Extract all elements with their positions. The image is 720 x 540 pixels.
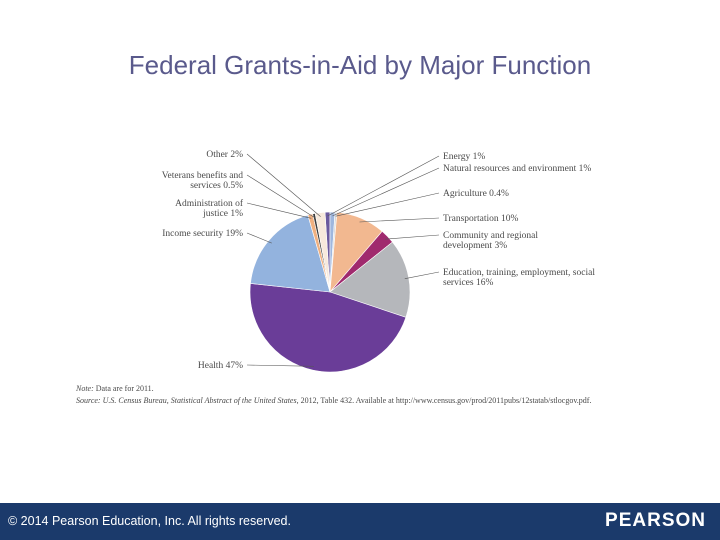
- leader-line: [246, 153, 321, 217]
- footer-bar: © 2014 Pearson Education, Inc. All right…: [0, 503, 720, 540]
- slice-label: Community and regional development 3%: [443, 231, 538, 251]
- leader-line: [404, 271, 440, 279]
- chart-note: Note: Data are for 2011.: [76, 384, 154, 393]
- slice-label: Health 47%: [198, 361, 243, 371]
- leader-line: [332, 167, 440, 217]
- pie-slice-income-security: [250, 214, 331, 293]
- slice-label: Natural resources and environment 1%: [443, 164, 591, 174]
- note-text: Data are for 2011.: [93, 384, 154, 393]
- copyright-text: © 2014 Pearson Education, Inc. All right…: [8, 514, 291, 528]
- leader-line: [246, 174, 315, 218]
- slice-label: Other 2%: [206, 150, 243, 160]
- leader-line: [384, 234, 440, 240]
- note-prefix: Note:: [76, 384, 94, 393]
- pie-slice-health: [249, 283, 407, 373]
- slice-label: Transportation 10%: [443, 214, 518, 224]
- slice-label: Energy 1%: [443, 152, 485, 162]
- chart-source: Source: U.S. Census Bureau, Statistical …: [76, 396, 591, 405]
- slice-label: Education, training, employment, social s…: [443, 268, 595, 288]
- leader-line: [246, 232, 272, 244]
- source-prefix: Source: U.S. Census Bureau,: [76, 396, 171, 405]
- leader-line: [359, 217, 440, 223]
- slice-label: Veterans benefits and services 0.5%: [162, 170, 243, 191]
- leader-line: [327, 155, 440, 217]
- slice-label: Income security 19%: [162, 229, 243, 239]
- leader-line: [246, 202, 312, 219]
- source-suffix: , 2012, Table 432. Available at http://w…: [296, 396, 592, 405]
- leader-line: [335, 192, 440, 217]
- leader-line: [246, 364, 314, 367]
- slice-label: Administration of justice 1%: [175, 198, 244, 219]
- slice-label: Agriculture 0.4%: [443, 189, 509, 199]
- pie-slice-other: [314, 211, 331, 293]
- pie-chart: Energy 1% Natural resources and environme…: [162, 150, 595, 373]
- slide-title: Federal Grants-in-Aid by Major Function: [128, 50, 592, 80]
- pearson-logo: PEARSON: [605, 510, 706, 531]
- source-title: Statistical Abstract of the United State…: [170, 396, 297, 405]
